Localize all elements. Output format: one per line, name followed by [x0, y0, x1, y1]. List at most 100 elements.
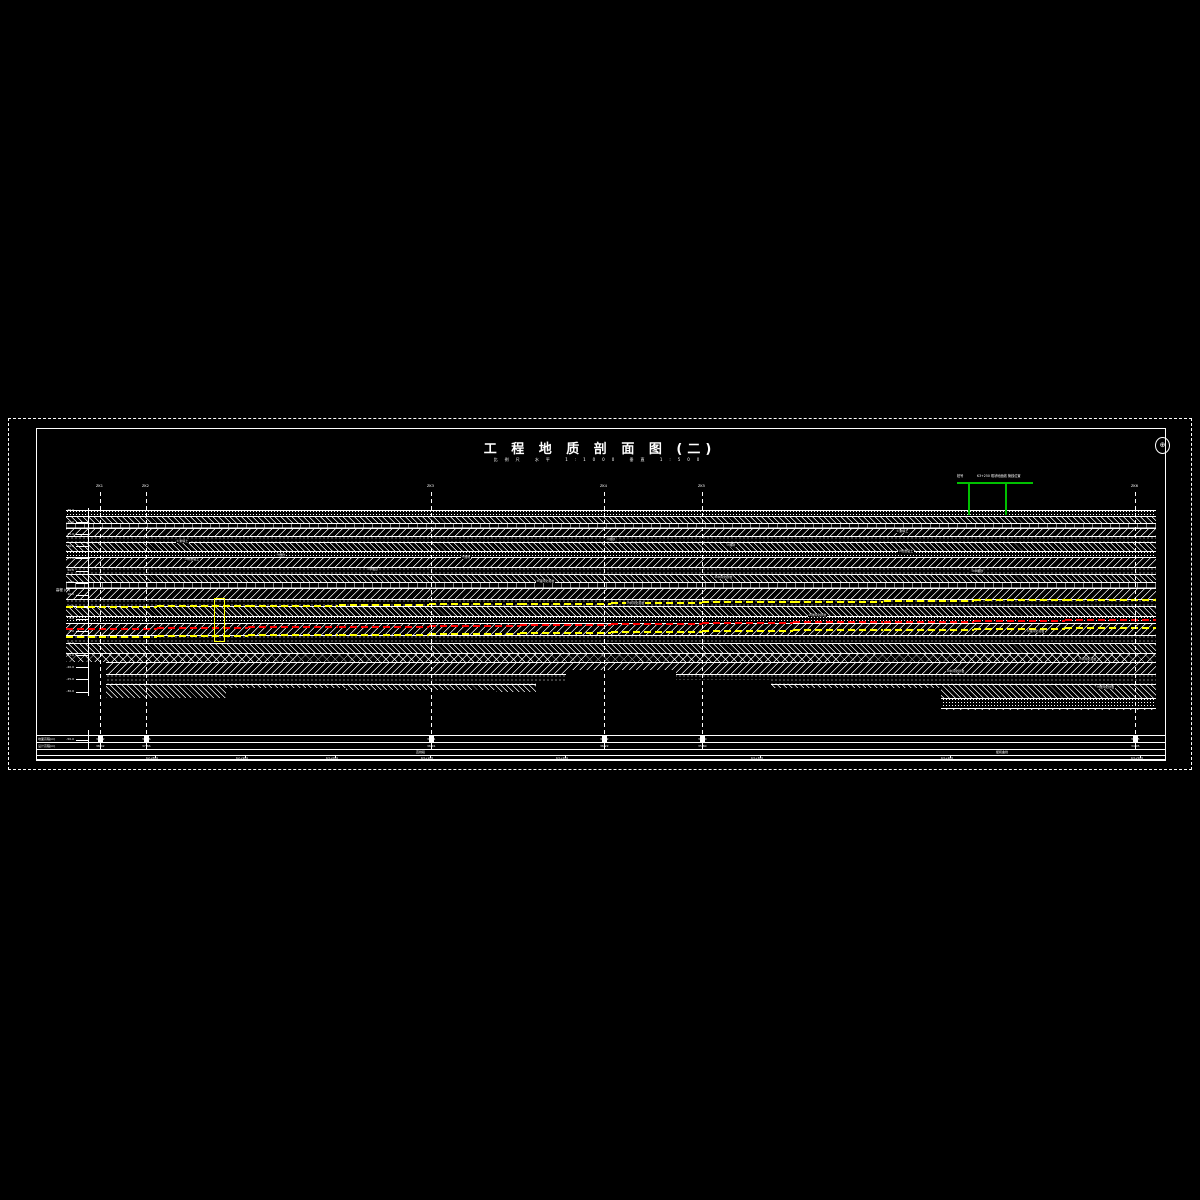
tunnel-invert-line: [1065, 626, 1156, 629]
borehole-label[interactable]: ZK2: [141, 484, 150, 488]
strata-layer: [66, 606, 1156, 616]
table-cell-station: K2+900: [236, 756, 249, 760]
strata-boundary-line: [66, 606, 1156, 607]
borehole-line: [100, 492, 101, 750]
strata-boundary-line: [66, 582, 1156, 583]
station-tick: [565, 755, 566, 758]
borehole-label[interactable]: ZK5: [697, 484, 706, 488]
tunnel-crown-line: [611, 602, 702, 604]
tunnel-invert-line: [520, 631, 611, 634]
strata-label: ①素填土: [896, 529, 909, 533]
station-tick: [950, 755, 951, 758]
strata-boundary-line: [66, 542, 1156, 543]
table-row: [36, 742, 1166, 749]
elevation-axis-title: 高程 (m): [55, 588, 71, 592]
strata-label: ④中粗砂: [366, 567, 379, 571]
strata-boundary-line: [66, 551, 1156, 552]
strata-base-mask: [226, 688, 346, 730]
strata-label: ④中粗砂: [971, 569, 984, 573]
strata-label: ⑥强风化泥岩: [1026, 629, 1045, 633]
tunnel-crown-line: [883, 600, 975, 602]
axis-tick: [76, 691, 88, 693]
table-cell-station: K2+800: [146, 756, 159, 760]
table-row-label: 设计高程(m): [38, 743, 56, 748]
geological-section-plot: 高程 (m) 45.040.035.030.025.020.015.010.05…: [36, 470, 1166, 760]
tunnel-axis-line: [1065, 618, 1156, 621]
tunnel-axis-line: [429, 624, 521, 627]
strata-label: ①素填土: [176, 539, 189, 543]
strata-base-mask: [566, 670, 676, 730]
borehole-line: [604, 492, 605, 750]
strata-base-mask: [771, 688, 941, 730]
borehole-label[interactable]: ZK4: [599, 484, 608, 488]
station-tick: [430, 755, 431, 758]
table-cell-station: K3+400: [941, 756, 954, 760]
tunnel-axis-line: [701, 622, 793, 625]
tunnel-invert-line: [611, 631, 702, 633]
axis-tick-label: -20.0: [66, 664, 74, 669]
station-tick: [335, 755, 336, 758]
table-station-separator: [1135, 735, 1136, 749]
strata-label: ⑤圆砾: [726, 543, 736, 547]
strata-layer: [66, 551, 1156, 557]
table-cell-station: K3+100: [421, 756, 434, 760]
table-cell-station: K3+300: [751, 756, 764, 760]
borehole-label[interactable]: ZK3: [426, 484, 435, 488]
borehole-line: [431, 492, 432, 750]
strata-boundary-line: [66, 635, 1156, 636]
strata-layer: [66, 523, 1156, 528]
tunnel-axis-line: [883, 620, 975, 623]
table-cell-station: K3+000: [326, 756, 339, 760]
strata-label: ⑧中风化砂岩: [946, 669, 965, 673]
tunnel-crown-line: [520, 602, 611, 605]
strata-boundary-line: [66, 510, 1156, 511]
tunnel-axis-line: [611, 623, 702, 625]
tunnel-crown-line: [1065, 598, 1156, 601]
tunnel-axis-line: [247, 626, 339, 629]
table-cell-station: K3+200: [556, 756, 569, 760]
table-row-label: 地面高程(m): [38, 736, 56, 741]
table-column-separator: [88, 735, 89, 749]
strata-base-mask: [941, 710, 1156, 730]
tunnel-crown-line: [792, 600, 884, 603]
strata-layer: [66, 588, 1156, 599]
tunnel-axis-line: [156, 627, 248, 630]
strata-layer: [66, 653, 1156, 662]
borehole-label[interactable]: ZK6: [1130, 484, 1139, 488]
axis-tick-label: -30.0: [66, 689, 74, 693]
strata-label: ⑦中风化泥岩: [1078, 657, 1097, 661]
tunnel-invert-line: [156, 635, 248, 638]
survey-marker-bar: [977, 482, 1033, 484]
station-tick: [245, 755, 246, 758]
axis-tick: [76, 739, 88, 741]
borehole-line: [146, 492, 147, 750]
table-cell-station: K3+500: [1131, 756, 1144, 760]
strata-boundary-line: [66, 599, 1156, 600]
borehole-label[interactable]: ZK1: [95, 484, 104, 488]
tunnel-invert-line: [883, 628, 975, 631]
page-title: 工 程 地 质 剖 面 图 (二): [483, 442, 717, 457]
table-row: [36, 749, 1166, 756]
tunnel-invert-line: [338, 633, 430, 636]
table-station-separator: [431, 735, 432, 749]
strata-layer: [66, 643, 1156, 653]
table-cell-curve-note-2: 缓和曲线: [996, 750, 1009, 754]
strata-base-mask: [66, 696, 106, 730]
tunnel-invert-line: [974, 627, 1066, 630]
table-station-separator: [604, 735, 605, 749]
strata-layer: [66, 574, 1156, 582]
table-cell-curve-note: 直线段: [416, 750, 426, 754]
strata-boundary-line: [66, 588, 1156, 589]
strata-layer: [66, 567, 1156, 574]
station-tick: [1140, 755, 1141, 758]
survey-marker-label: 桩号: [957, 474, 964, 478]
strata-boundary-line: [66, 653, 1156, 654]
tunnel-axis-line: [66, 628, 157, 630]
tunnel-crown-line: [156, 605, 248, 608]
strata-layer: [66, 516, 1156, 523]
strata-label: ⑨微风化砂岩: [808, 613, 827, 617]
table-row: [36, 735, 1166, 742]
strata-boundary-line: [66, 557, 1156, 558]
tunnel-section-box: [214, 598, 225, 642]
strata-label: ②粉质粘土: [898, 549, 914, 553]
